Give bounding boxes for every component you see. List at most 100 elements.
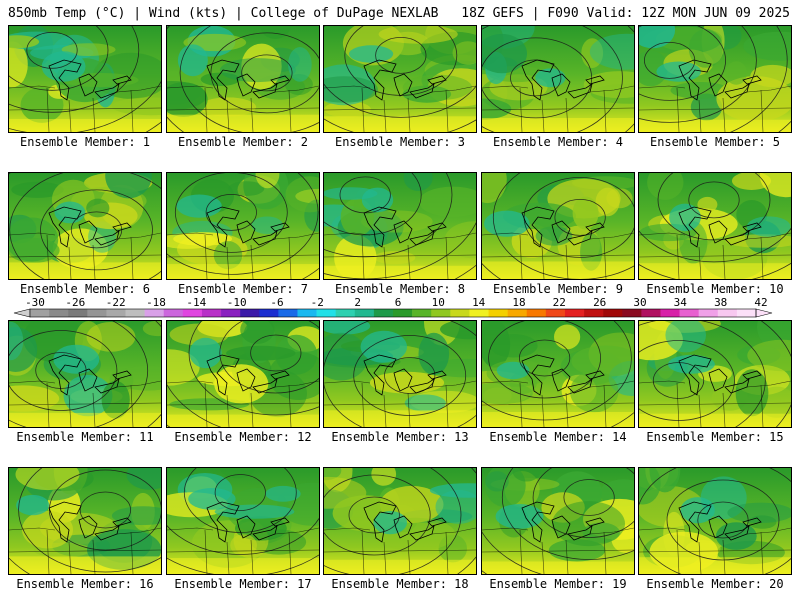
map-panel-member-20: [638, 467, 792, 575]
member-label-1: Ensemble Member: 1: [19, 135, 151, 149]
map-panel-member-14: [481, 320, 635, 428]
member-label-12: Ensemble Member: 12: [174, 430, 312, 444]
colorbar-tick-8: 2: [354, 296, 361, 309]
member-label-15: Ensemble Member: 15: [646, 430, 784, 444]
temperature-map-11: [9, 321, 161, 427]
colorbar-tick-3: -18: [146, 296, 166, 309]
map-panel-member-12: [166, 320, 320, 428]
colorbar-swatch-4: [106, 309, 126, 317]
map-panel-member-10: [638, 172, 792, 280]
map-panel-member-19: [481, 467, 635, 575]
temperature-map-14: [482, 321, 634, 427]
colorbar-tick-10: 10: [432, 296, 445, 309]
map-panel-member-8: [323, 172, 477, 280]
colorbar-swatch-8: [182, 309, 203, 317]
member-label-16: Ensemble Member: 16: [16, 577, 154, 591]
member-label-4: Ensemble Member: 4: [492, 135, 624, 149]
temperature-map-2: [167, 26, 319, 132]
map-panel-member-15: [638, 320, 792, 428]
colorbar-swatch-13: [278, 309, 298, 317]
member-label-9: Ensemble Member: 9: [492, 282, 624, 296]
temperature-map-20: [639, 468, 791, 574]
temperature-map-17: [167, 468, 319, 574]
member-label-11: Ensemble Member: 11: [16, 430, 154, 444]
member-label-7: Ensemble Member: 7: [177, 282, 309, 296]
colorbar-swatch-33: [660, 309, 680, 317]
temperature-map-18: [324, 468, 476, 574]
colorbar-swatch-10: [221, 309, 241, 317]
colorbar-swatch-36: [717, 309, 738, 317]
map-panel-member-5: [638, 25, 792, 133]
map-panel-member-13: [323, 320, 477, 428]
member-label-5: Ensemble Member: 5: [649, 135, 781, 149]
colorbar-swatch-6: [144, 309, 165, 317]
map-panel-member-6: [8, 172, 162, 280]
temperature-map-4: [482, 26, 634, 132]
colorbar-tick-12: 18: [512, 296, 525, 309]
map-panel-member-3: [323, 25, 477, 133]
map-panel-member-11: [8, 320, 162, 428]
map-panel-member-17: [166, 467, 320, 575]
colorbar-tick-16: 34: [674, 296, 688, 309]
colorbar-swatch-14: [297, 309, 317, 317]
colorbar-tick-15: 30: [633, 296, 646, 309]
colorbar-swatch-19: [393, 309, 413, 317]
colorbar-tick-5: -10: [227, 296, 247, 309]
colorbar-swatch-35: [698, 309, 719, 317]
member-label-2: Ensemble Member: 2: [177, 135, 309, 149]
colorbar-swatch-28: [564, 309, 585, 317]
map-panel-member-16: [8, 467, 162, 575]
temperature-map-7: [167, 173, 319, 279]
colorbar-swatch-30: [603, 309, 623, 317]
temperature-map-8: [324, 173, 476, 279]
member-label-13: Ensemble Member: 13: [331, 430, 469, 444]
colorbar-swatch-18: [373, 309, 394, 317]
colorbar-swatch-17: [354, 309, 375, 317]
colorbar-swatch-22: [450, 309, 470, 317]
map-panel-member-2: [166, 25, 320, 133]
colorbar-tick-7: -2: [311, 296, 324, 309]
member-label-8: Ensemble Member: 8: [334, 282, 466, 296]
colorbar-swatch-3: [87, 309, 107, 317]
colorbar-tick-2: -22: [106, 296, 126, 309]
colorbar-swatch-27: [545, 309, 566, 317]
member-label-10: Ensemble Member: 10: [646, 282, 784, 296]
temperature-map-6: [9, 173, 161, 279]
map-panel-member-1: [8, 25, 162, 133]
colorbar-swatch-1: [49, 309, 69, 317]
colorbar-outline: [29, 308, 757, 318]
colorbar-swatch-23: [469, 309, 489, 317]
map-panel-member-4: [481, 25, 635, 133]
map-panel-member-7: [166, 172, 320, 280]
colorbar-swatch-34: [679, 309, 699, 317]
colorbar-swatch-9: [201, 309, 222, 317]
temperature-map-12: [167, 321, 319, 427]
colorbar-tick-14: 26: [593, 296, 606, 309]
member-label-3: Ensemble Member: 3: [334, 135, 466, 149]
chart-title: 850mb Temp (°C) | Wind (kts) | College o…: [8, 6, 439, 21]
colorbar-swatch-32: [641, 309, 661, 317]
temperature-map-10: [639, 173, 791, 279]
colorbar-tick-11: 14: [472, 296, 486, 309]
member-label-18: Ensemble Member: 18: [331, 577, 469, 591]
map-panel-member-9: [481, 172, 635, 280]
colorbar-swatch-12: [259, 309, 279, 317]
colorbar-tick-18: 42: [754, 296, 767, 309]
colorbar-swatch-16: [335, 309, 356, 317]
colorbar-right-arrow: [755, 308, 773, 318]
colorbar-swatch-2: [68, 309, 88, 317]
colorbar-swatch-29: [584, 309, 604, 317]
map-panel-member-18: [323, 467, 477, 575]
temperature-map-19: [482, 468, 634, 574]
colorbar-swatch-21: [431, 309, 451, 317]
colorbar-swatch-5: [125, 309, 145, 317]
colorbar-swatch-15: [316, 309, 336, 317]
member-label-14: Ensemble Member: 14: [489, 430, 627, 444]
colorbar-tick-17: 38: [714, 296, 727, 309]
member-label-6: Ensemble Member: 6: [19, 282, 151, 296]
colorbar-swatch-24: [488, 309, 508, 317]
colorbar-tick-0: -30: [25, 296, 45, 309]
colorbar-left-arrow: [13, 308, 31, 318]
colorbar-tick-6: -6: [270, 296, 283, 309]
colorbar-swatch-7: [163, 309, 184, 317]
